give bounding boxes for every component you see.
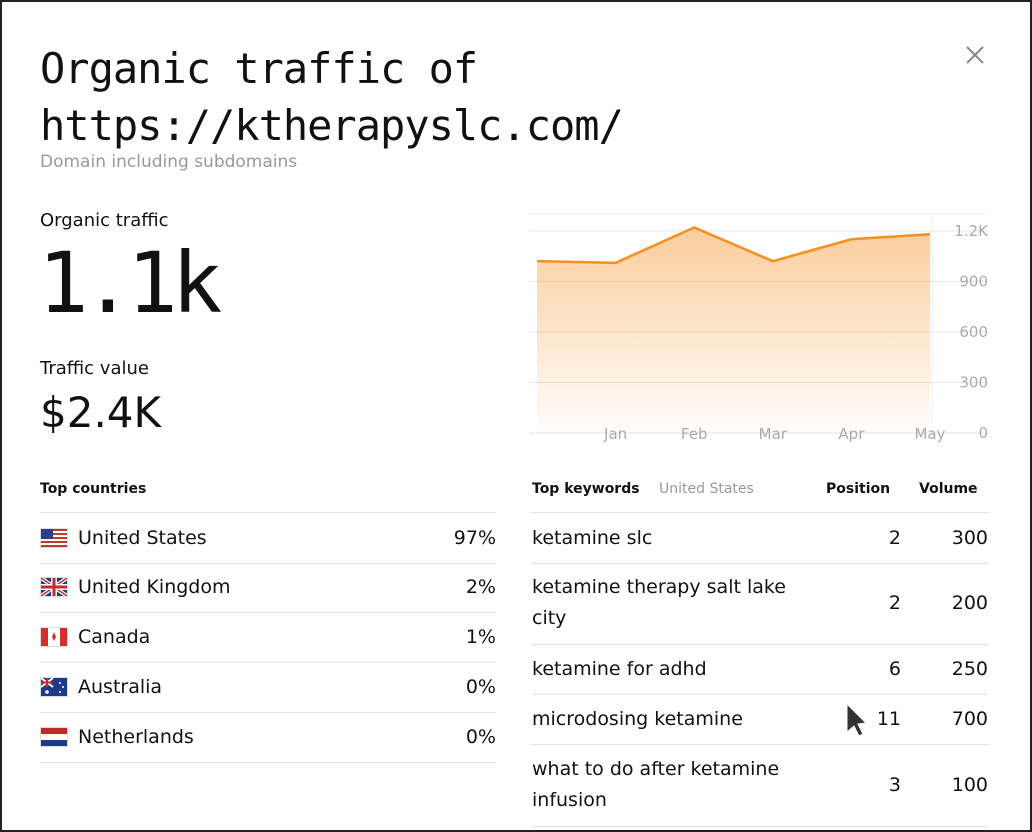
flag-part xyxy=(45,682,64,694)
flag xyxy=(40,727,68,747)
position: 2 xyxy=(888,592,901,614)
position: 3 xyxy=(888,774,901,796)
y-tick-label: 300 xyxy=(959,373,988,391)
table-header: Top keywords xyxy=(532,481,640,497)
volume: 700 xyxy=(951,708,988,730)
flag xyxy=(40,577,68,597)
area xyxy=(537,227,930,433)
country-share: 97% xyxy=(453,527,496,549)
table-header: Top countries xyxy=(40,481,147,497)
flag-part xyxy=(59,682,61,684)
keyword: microdosing ketamine xyxy=(532,707,743,730)
flag-part xyxy=(41,728,67,734)
flag-part xyxy=(41,740,67,746)
flag xyxy=(40,627,68,647)
flag xyxy=(40,677,68,697)
metric-label: Organic traffic xyxy=(40,210,169,231)
country-name: United Kingdom xyxy=(78,576,231,598)
keyword-row: ketamine for adhd 6 250 xyxy=(532,644,988,695)
position: 2 xyxy=(888,527,901,549)
title: Organic traffic of https://ktherapyslc.c… xyxy=(40,44,624,150)
country-name: Australia xyxy=(78,676,163,698)
flag-part xyxy=(41,537,67,539)
metric-value: 1.1k xyxy=(38,234,222,332)
column-header: Position xyxy=(826,481,891,497)
flag-part xyxy=(41,533,67,535)
y-tick-label: 0 xyxy=(978,424,988,442)
metric-value: $2.4K xyxy=(40,388,162,437)
country-row: United States 97% xyxy=(40,512,496,564)
country-row: Australia 0% xyxy=(40,662,496,713)
flag-part xyxy=(41,529,67,547)
flag-part xyxy=(41,628,48,646)
line xyxy=(536,226,931,265)
country-share: 2% xyxy=(465,576,496,598)
cursor xyxy=(846,702,868,737)
y-tick-label: 1.2K xyxy=(954,222,989,240)
flag-part xyxy=(45,690,49,694)
country-share: 0% xyxy=(465,726,496,748)
subtitle: Domain including subdomains xyxy=(40,152,298,172)
country-row: Canada 1% xyxy=(40,612,496,663)
keyword-row: ketamine therapy salt lake city 2 200 xyxy=(532,562,988,645)
keyword-row: what to do after ketamine infusion 3 100 xyxy=(532,744,988,827)
filter: United States xyxy=(659,481,754,497)
y-tick-label: 600 xyxy=(959,323,988,341)
flag-part xyxy=(41,585,67,589)
flag-part xyxy=(60,628,67,646)
country-name: Netherlands xyxy=(78,726,194,748)
keyword-row: ketamine slc 2 300 xyxy=(532,512,988,564)
volume: 200 xyxy=(951,592,988,614)
country-name: United States xyxy=(78,527,207,549)
keyword-row: microdosing ketamine 11 700 xyxy=(532,694,988,745)
volume: 250 xyxy=(951,658,988,680)
country-share: 1% xyxy=(465,626,496,648)
flag-part xyxy=(62,686,64,688)
metric-label: Traffic value xyxy=(40,358,149,379)
flag-part xyxy=(59,691,61,693)
close-button[interactable] xyxy=(964,44,986,66)
position: 6 xyxy=(888,658,901,680)
keyword: what to do after ketamine infusion xyxy=(532,758,780,811)
country-row: Netherlands 0% xyxy=(40,712,496,763)
flag-part xyxy=(52,632,56,641)
country-share: 0% xyxy=(465,676,496,698)
keyword: ketamine for adhd xyxy=(532,657,707,680)
flag-part xyxy=(41,541,67,543)
flag xyxy=(40,528,68,548)
flag-part xyxy=(41,681,53,684)
column-header: Volume xyxy=(919,481,978,497)
volume: 300 xyxy=(951,527,988,549)
country-row: United Kingdom 2% xyxy=(40,562,496,613)
flag-part xyxy=(41,529,53,539)
country-name: Canada xyxy=(78,626,151,648)
position: 11 xyxy=(876,708,901,730)
flag-part xyxy=(41,529,67,531)
volume: 100 xyxy=(951,774,988,796)
flag-part xyxy=(41,545,67,547)
keyword: ketamine slc xyxy=(532,526,653,549)
y-tick-label: 900 xyxy=(959,272,988,290)
keyword: ketamine therapy salt lake city xyxy=(532,576,786,629)
